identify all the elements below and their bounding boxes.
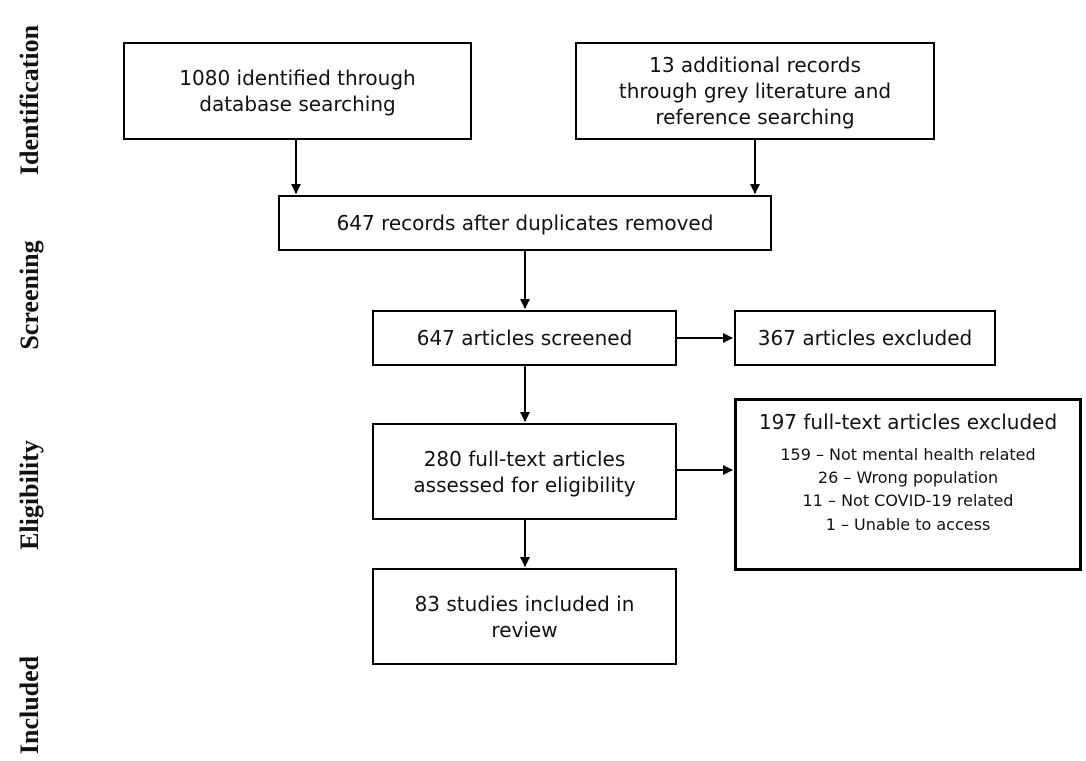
- screened-text: 647 articles screened: [416, 326, 633, 350]
- additional-records-text: 13 additional records through grey liter…: [618, 53, 892, 129]
- screen-excluded-box: 367 articles excluded: [734, 310, 996, 366]
- fulltext-assessed-text: 280 full-text articles assessed for elig…: [413, 446, 636, 497]
- additional-records-box: 13 additional records through grey liter…: [575, 42, 935, 140]
- screen-excluded-text: 367 articles excluded: [757, 326, 973, 350]
- included-studies-text: 83 studies included in review: [414, 591, 635, 642]
- database-records-text: 1080 identified through database searchi…: [179, 66, 416, 116]
- fulltext-excluded-box: 197 full-text articles excluded 159 – No…: [734, 398, 1082, 571]
- exclusion-reason: 26 – Wrong population: [817, 468, 999, 488]
- screened-box: 647 articles screened: [372, 310, 677, 366]
- fulltext-assessed-box: 280 full-text articles assessed for elig…: [372, 423, 677, 520]
- fulltext-excluded-title: 197 full-text articles excluded: [758, 410, 1058, 434]
- exclusion-reason: 11 – Not COVID-19 related: [802, 491, 1014, 511]
- exclusion-reason: 159 – Not mental health related: [780, 445, 1036, 464]
- exclusion-reason: 1 – Unable to access: [825, 514, 991, 534]
- after-duplicates-box: 647 records after duplicates removed: [278, 195, 772, 251]
- included-studies-box: 83 studies included in review: [372, 568, 677, 665]
- database-records-box: 1080 identified through database searchi…: [123, 42, 472, 140]
- after-duplicates-text: 647 records after duplicates removed: [336, 211, 714, 235]
